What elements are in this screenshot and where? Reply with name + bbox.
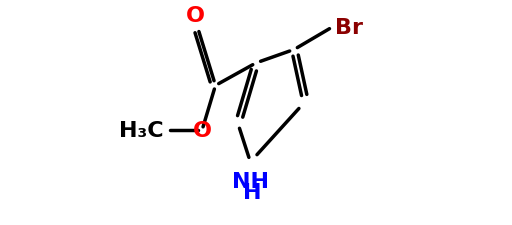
Text: H₃C: H₃C: [119, 121, 164, 141]
Text: H: H: [243, 182, 262, 202]
Text: NH: NH: [232, 171, 269, 191]
Text: O: O: [193, 121, 211, 141]
Text: Br: Br: [335, 18, 363, 38]
Text: O: O: [186, 6, 205, 25]
